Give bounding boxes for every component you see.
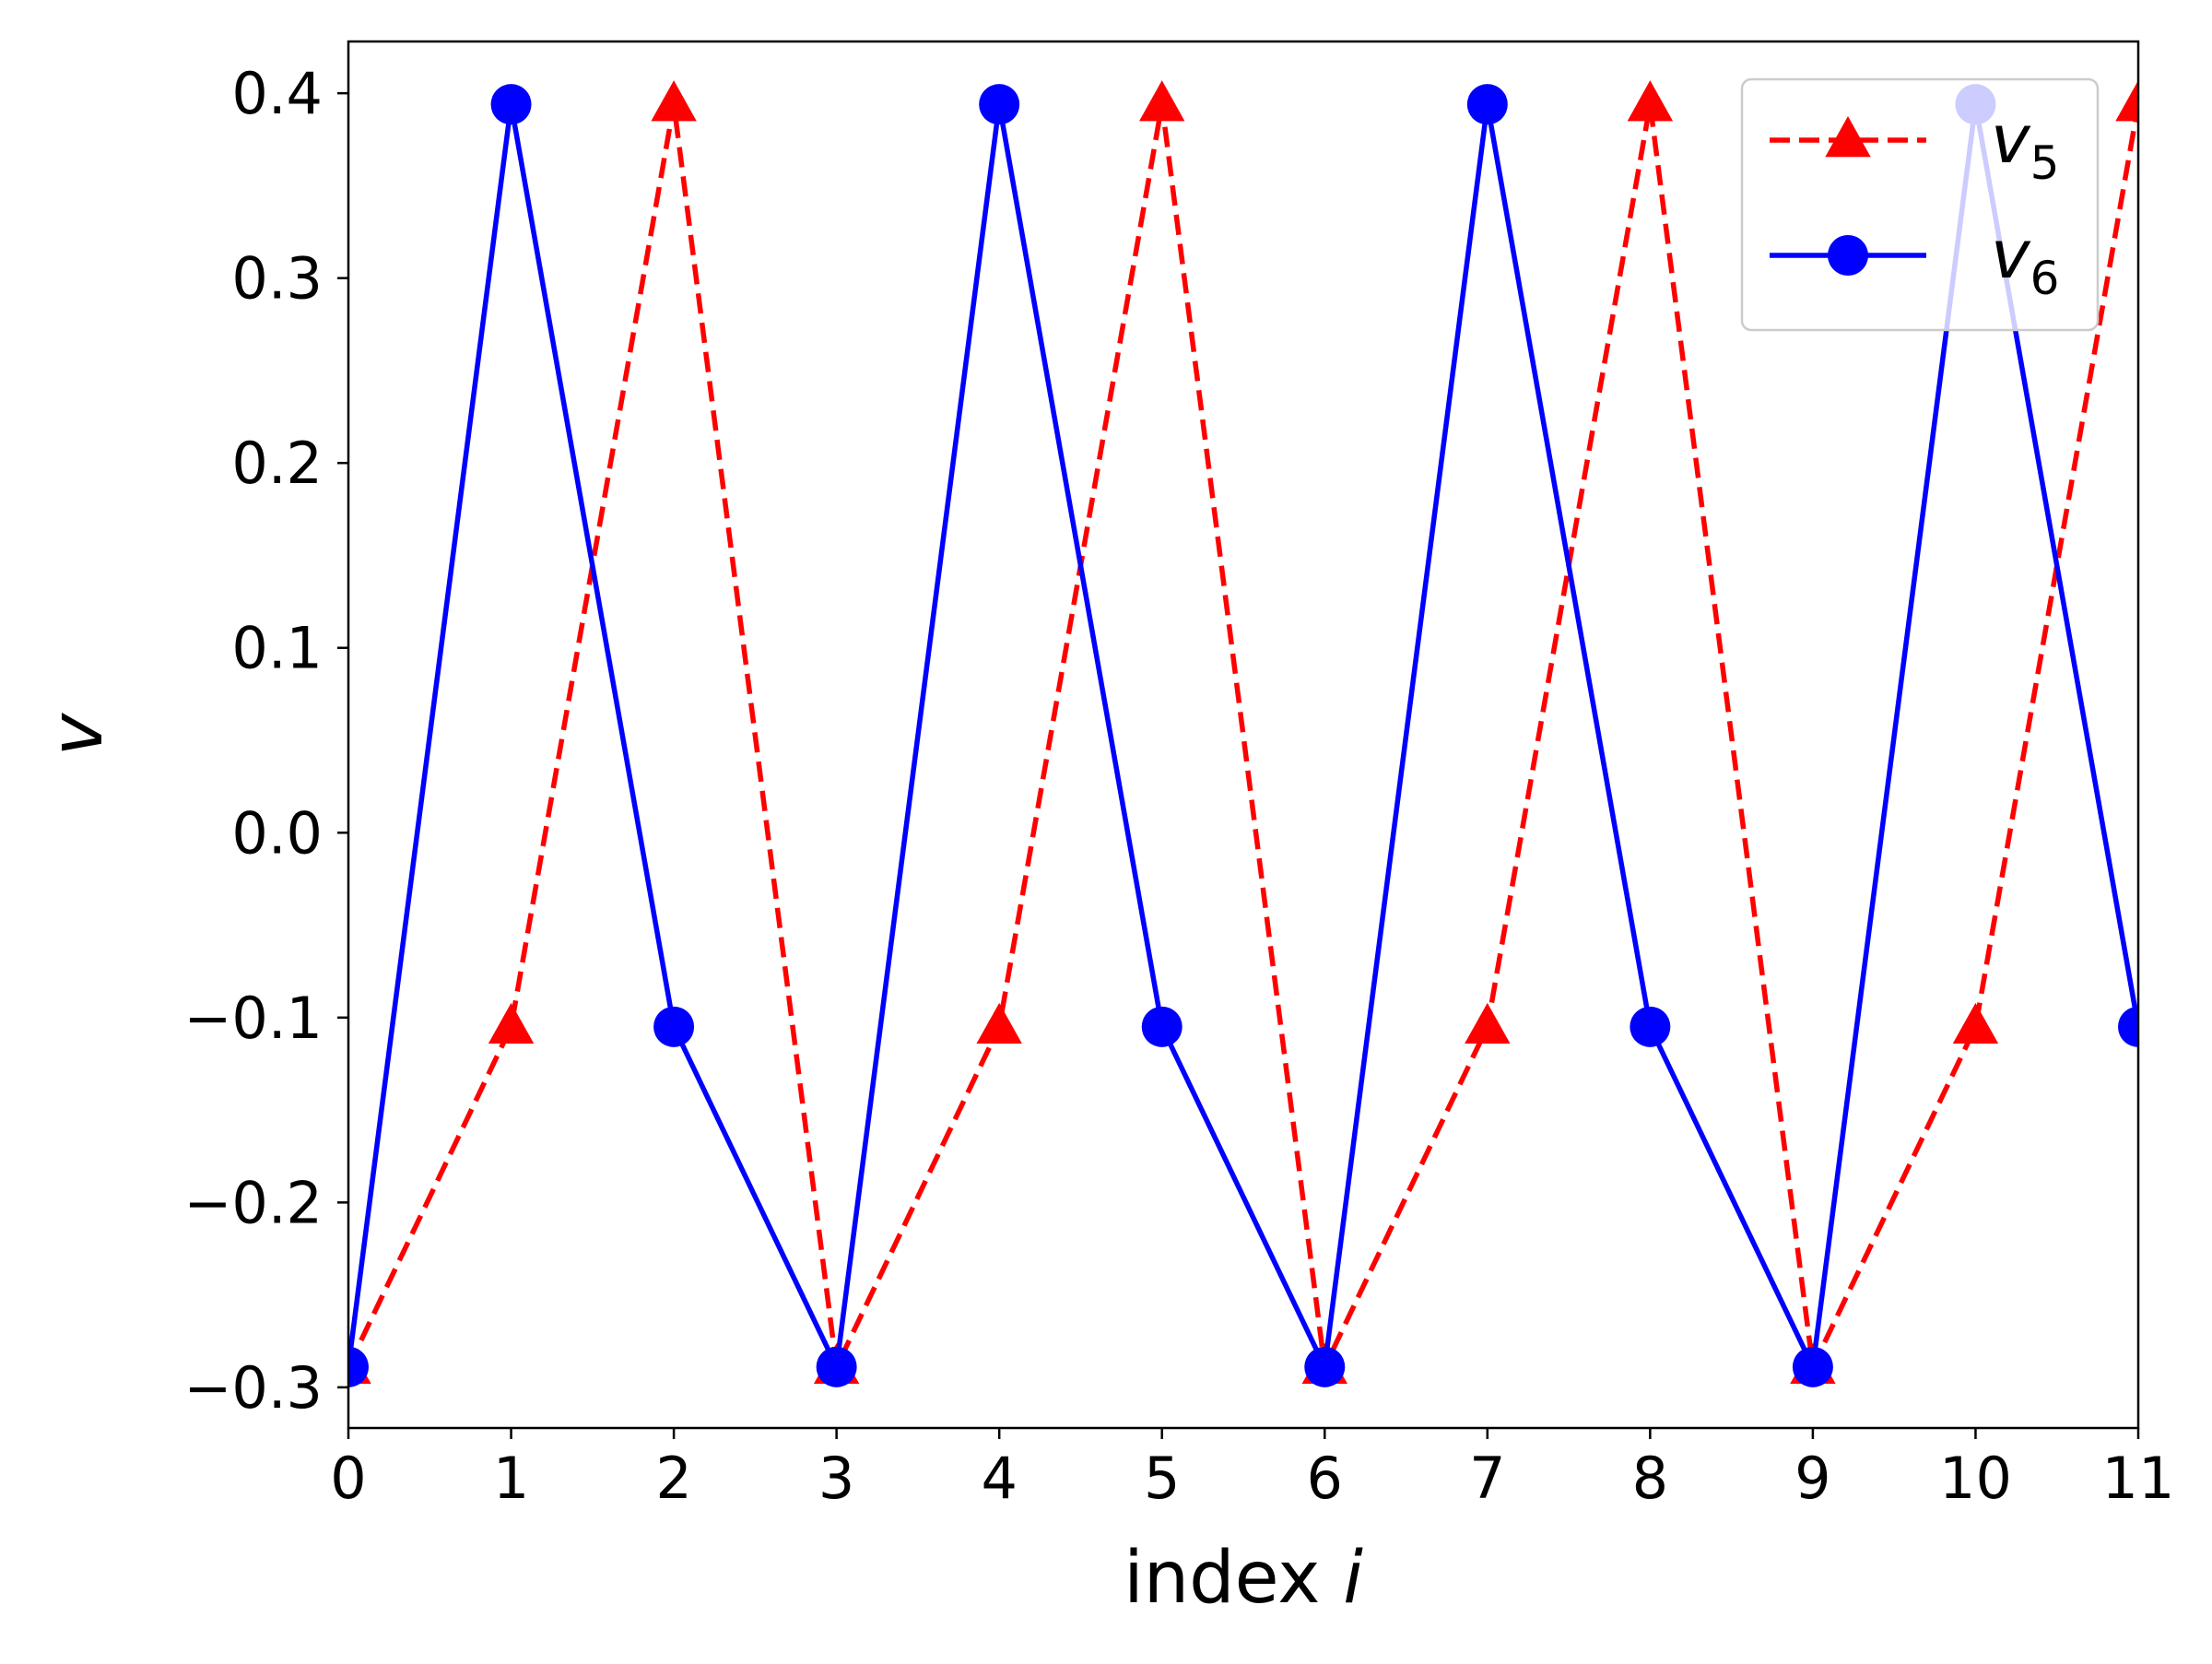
y-tick-label: −0.3 [183,1354,323,1422]
legend-label: v6 [1991,216,2059,305]
legend-marker [1825,116,1871,158]
x-axis-label: index i [1124,1537,1363,1620]
x-tick-label: 11 [2102,1445,2175,1512]
legend-entry-v5: v5 [1770,100,2059,190]
x-tick-label: 4 [981,1445,1017,1512]
data-point [1465,1002,1511,1044]
data-point [1466,84,1508,125]
data-point [348,1346,369,1387]
data-point [2115,80,2138,122]
data-point [488,1002,535,1044]
plot-area-frame [347,40,2140,1430]
data-point [651,80,697,122]
data-point [1630,1006,1671,1047]
data-point [976,1002,1022,1044]
axis-ticks: 0 1 2 3 4 5 6 7 8 9 10 11 0.4 0.3 0.2 0.1 0.0 −0.1 −0.2 −0.… [183,60,2174,1512]
data-point [816,1346,857,1387]
x-tick-label: 7 [1469,1445,1505,1512]
x-tick-label: 6 [1307,1445,1343,1512]
data-point [1627,80,1674,122]
y-tick-label: 0.2 [231,430,323,497]
y-tick-label: 0.0 [231,799,323,867]
legend-label: v5 [1991,100,2059,190]
x-tick-label: 0 [330,1445,366,1512]
x-tick-label: 3 [818,1445,854,1512]
x-tick-label: 8 [1632,1445,1668,1512]
data-point [1304,1346,1346,1387]
data-point [1952,1002,1999,1044]
y-tick-label: 0.3 [231,245,323,313]
data-point [1792,1346,1833,1387]
y-tick-label: −0.1 [183,985,323,1052]
y-tick-label: 0.4 [231,60,323,127]
legend-entry-v6: v6 [1770,216,2059,305]
data-point [2118,1006,2138,1047]
x-tick-label: 9 [1794,1445,1830,1512]
series-line [348,103,2138,1376]
data-point [490,84,532,125]
y-tick-label: 0.1 [231,615,323,682]
y-axis-label: v [36,712,119,756]
legend-marker [1828,235,1868,276]
data-point [979,84,1020,125]
y-tick-label: −0.2 [183,1169,323,1236]
series-v6 [348,84,2138,1387]
x-tick-label: 5 [1144,1445,1180,1512]
data-point [653,1006,695,1047]
data-series [348,80,2138,1387]
data-point [1139,80,1185,122]
data-point [1141,1006,1182,1047]
series-line [348,103,2138,1376]
x-tick-label: 10 [1939,1445,2012,1512]
x-tick-label: 1 [493,1445,529,1512]
x-tick-label: 2 [655,1445,691,1512]
